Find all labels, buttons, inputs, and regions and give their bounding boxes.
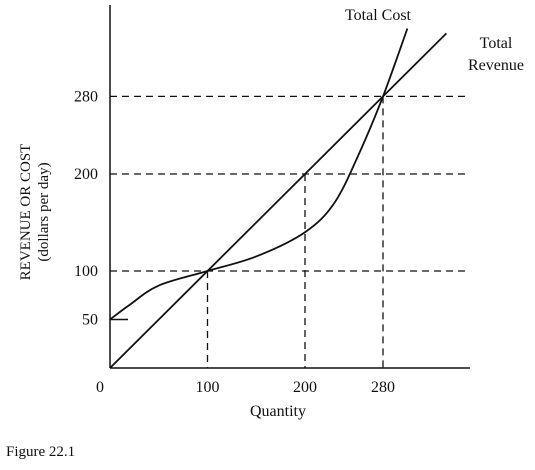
series	[109, 28, 448, 369]
y-tick-label-100: 100	[74, 263, 98, 280]
reference-lines	[110, 95, 470, 368]
y-tick-label-50: 50	[82, 312, 98, 329]
chart: 0 100 200 280 50 100 200 280 Quantity REVENUE O…	[18, 5, 524, 420]
x-tick-label-0: 0	[96, 379, 104, 396]
figure-caption: Figure 22.1	[6, 444, 76, 460]
y-tick-label-280: 280	[74, 88, 98, 105]
tick-labels: 0 100 200 280 50 100 200 280	[74, 88, 395, 396]
x-tick-label-100: 100	[196, 379, 220, 396]
series-label-total-cost: Total Cost	[345, 7, 412, 24]
x-axis-label: Quantity	[250, 403, 306, 420]
y-axis-label: REVENUE OR COST (dollars per day)	[18, 144, 52, 281]
series-line-total-cost	[109, 28, 409, 321]
axes	[109, 5, 470, 369]
x-tick-label-280: 280	[371, 379, 395, 396]
y-axis-label-line1: REVENUE OR COST	[18, 144, 34, 281]
x-tick-label-200: 200	[293, 379, 317, 396]
series-label-total-revenue-line1: Total	[480, 35, 513, 52]
y-axis-label-line2: (dollars per day)	[36, 162, 52, 261]
y-tick-label-200: 200	[74, 166, 98, 183]
series-label-total-revenue-line2: Revenue	[468, 57, 524, 74]
series-line-total-revenue	[109, 32, 448, 369]
